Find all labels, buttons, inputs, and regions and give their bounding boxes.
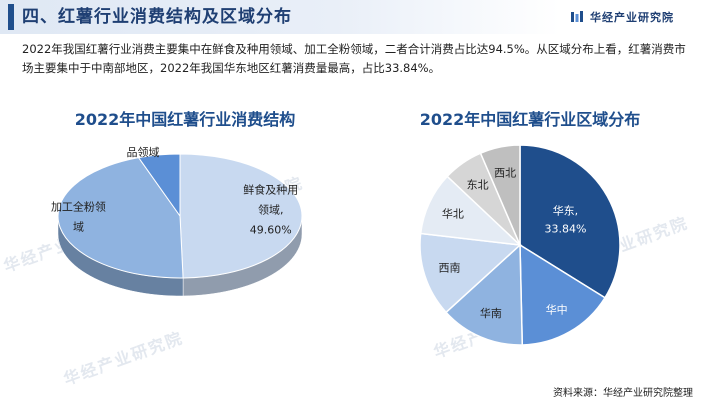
pie-label-slice-4: 华北	[442, 207, 464, 221]
pie-slice-1	[519, 243, 607, 346]
chart-title-consumption-structure: 2022年中国红薯行业消费结构	[74, 110, 296, 129]
chart-title-regional-distribution: 2022年中国红薯行业区域分布	[419, 110, 641, 129]
pie-label-slice-2: 华南	[480, 306, 502, 320]
pie-label-slice-3: 西南	[439, 262, 461, 275]
brand-logo-icon	[571, 11, 583, 22]
intro-paragraph: 2022年我国红薯行业消费主要集中在鲜食及种用领域、加工全粉领域，二者合计消费占…	[22, 42, 686, 75]
brand: 华经产业研究院	[570, 8, 674, 26]
watermark: 华经产业研究院	[61, 327, 186, 389]
pie-slice-1	[57, 157, 184, 279]
pie-slice-2	[445, 243, 524, 346]
brand-name: 华经产业研究院	[590, 11, 674, 24]
source-note: 资料来源：华经产业研究院整理	[553, 388, 693, 399]
page-title: 四、红薯行业消费结构及区域分布	[22, 7, 292, 27]
header: 四、红薯行业消费结构及区域分布 华经产业研究院	[0, 0, 705, 34]
pie-label-slice-6: 西北	[494, 167, 516, 180]
pie-label-slice-2: 加工休闲食品领域	[116, 138, 171, 159]
pie-slice-3	[419, 232, 522, 314]
pie-slice-0	[519, 144, 621, 299]
header-accent-bar	[8, 4, 14, 30]
header-band	[0, 0, 560, 34]
pie-label-slice-5: 东北	[467, 178, 489, 191]
consumption-structure-pie-chart: 鲜食及种用领域,49.60% 加工全粉领域 加工休闲食品领域	[51, 138, 303, 297]
pie-label-slice-1: 华中	[546, 302, 568, 316]
pie-slice-2	[137, 153, 181, 218]
pie-label-slice-0: 华东, 33.84%	[544, 204, 586, 236]
pie-label-slice-1: 加工全粉领域	[51, 200, 106, 234]
pie-label-slice-0: 鲜食及种用领域, 49.60%	[243, 183, 298, 237]
pie-slice-6	[479, 144, 521, 246]
pie-slice-0	[179, 153, 303, 279]
